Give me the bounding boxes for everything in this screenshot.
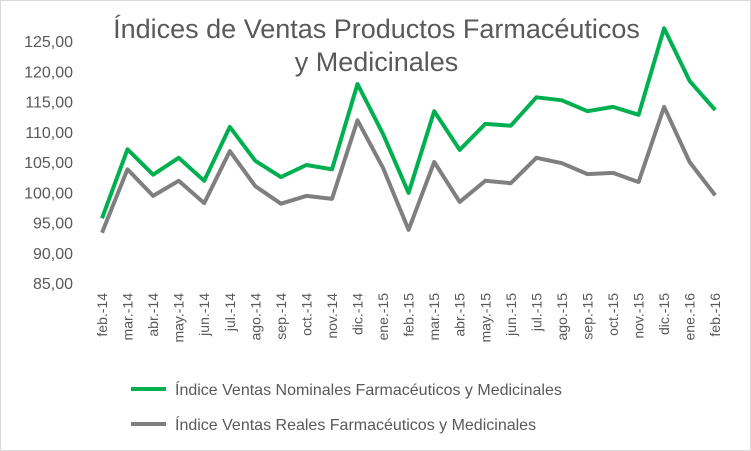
x-tick-label: ago.-14 — [247, 293, 263, 341]
x-tick-label: oct.-15 — [605, 293, 621, 336]
x-tick-label: jun.-14 — [196, 293, 212, 337]
x-tick-label: nov.-14 — [324, 293, 340, 339]
x-tick-label: feb.-15 — [401, 293, 417, 337]
x-tick-label: sep.-15 — [579, 293, 595, 340]
chart-title-line-1: Índices de Ventas Productos Farmacéutico… — [113, 14, 640, 44]
x-tick-label: ene.-16 — [682, 293, 698, 341]
y-tick-label: 100,00 — [24, 185, 73, 202]
x-tick-label: jul.-15 — [528, 293, 544, 332]
x-tick-label: oct.-14 — [298, 293, 314, 336]
x-tick-label: ago.-15 — [554, 293, 570, 341]
y-tick-label: 125,00 — [24, 34, 73, 51]
x-tick-label: feb.-14 — [94, 293, 110, 337]
y-tick-label: 105,00 — [24, 155, 73, 172]
x-tick-label: ene.-15 — [375, 293, 391, 341]
chart-title-line-2: y Medicinales — [294, 47, 459, 77]
x-tick-label: nov.-15 — [631, 293, 647, 339]
x-tick-label: may.-14 — [171, 293, 187, 343]
x-tick-label: dic.-14 — [350, 293, 366, 335]
x-tick-label: mar.-15 — [426, 293, 442, 341]
x-tick-label: sep.-14 — [273, 293, 289, 340]
x-tick-label: abr.-14 — [145, 293, 161, 337]
x-tick-label: may.-15 — [477, 293, 493, 343]
y-tick-label: 95,00 — [33, 216, 73, 233]
x-tick-label: jun.-15 — [503, 293, 519, 337]
x-tick-label: abr.-15 — [452, 293, 468, 337]
x-tick-label: feb.-16 — [707, 293, 723, 337]
x-tick-label: mar.-14 — [120, 293, 136, 341]
x-tick-label: jul.-14 — [222, 293, 238, 332]
x-tick-label: dic.-15 — [656, 293, 672, 335]
legend-label-1: Índice Ventas Nominales Farmacéuticos y … — [175, 380, 562, 399]
y-tick-label: 110,00 — [25, 125, 73, 142]
y-tick-label: 85,00 — [33, 276, 73, 293]
legend-label-2: Índice Ventas Reales Farmacéuticos y Med… — [175, 415, 536, 434]
chart-title: Índices de Ventas Productos Farmacéutico… — [1, 13, 750, 79]
y-tick-label: 90,00 — [33, 246, 73, 263]
y-tick-label: 120,00 — [24, 64, 73, 81]
y-tick-label: 115,00 — [25, 95, 73, 112]
